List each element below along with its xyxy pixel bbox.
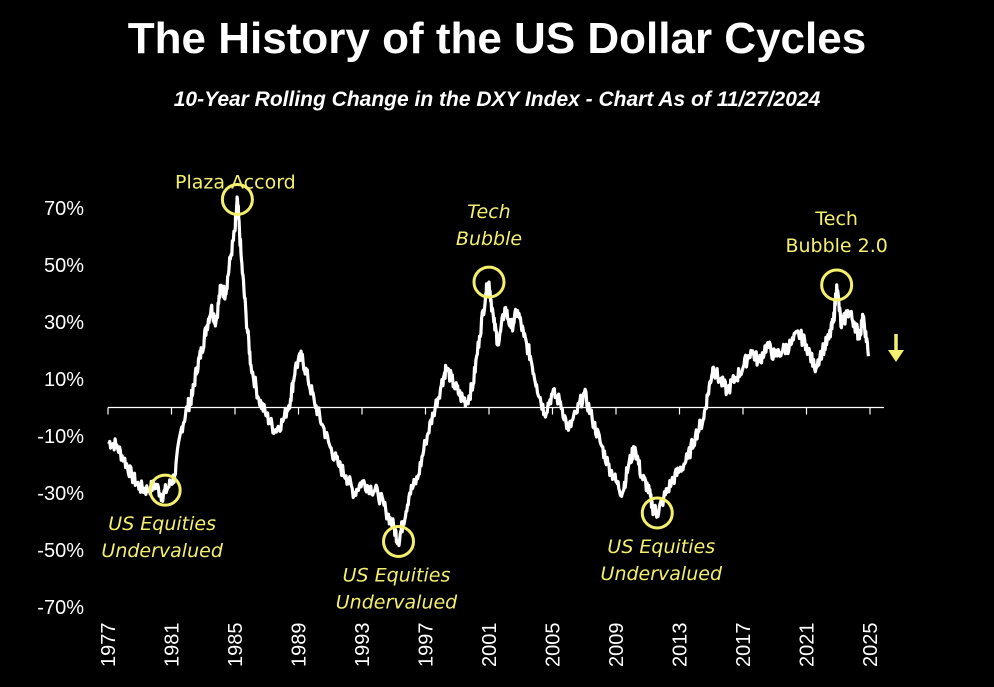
annotation-circle (382, 524, 416, 558)
x-axis: 1977 1981 1985 1989 1993 1997 2001 2005 2009 2013… (98, 623, 882, 668)
annotation-label: Tech (814, 208, 858, 230)
down-arrow-icon (888, 334, 904, 362)
annotation-circle (148, 473, 182, 507)
annotation-label: US Equities (108, 513, 216, 535)
x-tick-label: 2009 (606, 623, 628, 668)
x-tick-label: 2021 (797, 623, 819, 668)
annotation-label: Bubble (456, 228, 522, 250)
arrow-head (888, 350, 904, 362)
y-tick-label: -30% (37, 483, 84, 505)
series-line (107, 195, 870, 548)
annotation-label: Undervalued (336, 591, 458, 613)
x-tick-label: 1985 (225, 623, 247, 668)
x-tick-label: 2001 (479, 623, 501, 668)
y-axis: 70% 50% 30% 10% -10% -30% -50% -70% (37, 198, 84, 619)
series-line-group (107, 195, 870, 548)
x-tick-label: 1993 (352, 623, 374, 668)
y-tick-label: 50% (44, 255, 84, 277)
x-tick-label: 2017 (733, 623, 755, 668)
annotation-label: Bubble 2.0 (785, 235, 887, 257)
zero-axis (107, 406, 884, 415)
annotations: Plaza Accord Tech Bubble Tech Bubble 2.0 US E… (101, 171, 887, 613)
y-tick-label: 70% (44, 198, 84, 220)
y-tick-label: 10% (44, 369, 84, 391)
y-tick-label: -70% (37, 597, 84, 619)
x-tick-label: 2013 (670, 623, 692, 668)
x-tick-label: 1989 (289, 623, 311, 668)
x-tick-label: 1977 (98, 623, 120, 668)
annotation-label: US Equities (343, 564, 451, 586)
annotation-circle (472, 265, 506, 299)
chart-subtitle: 10-Year Rolling Change in the DXY Index … (173, 88, 821, 111)
annotation-label: Undervalued (601, 563, 723, 585)
y-tick-label: -10% (37, 426, 84, 448)
x-tick-label: 1981 (162, 623, 184, 668)
annotation-circle (220, 182, 254, 216)
x-tick-label: 2005 (543, 623, 565, 668)
annotation-label: US Equities (607, 536, 715, 558)
x-tick-label: 2025 (860, 623, 882, 668)
annotation-label: Plaza Accord (175, 171, 296, 193)
annotation-circle (820, 268, 854, 302)
y-tick-label: 30% (44, 312, 84, 334)
annotation-label: Tech (467, 201, 510, 223)
annotation-label: Undervalued (101, 540, 223, 562)
y-tick-label: -50% (37, 540, 84, 562)
chart-title: The History of the US Dollar Cycles (127, 14, 867, 63)
annotation-circle (640, 496, 674, 530)
x-tick-label: 1997 (416, 623, 438, 668)
